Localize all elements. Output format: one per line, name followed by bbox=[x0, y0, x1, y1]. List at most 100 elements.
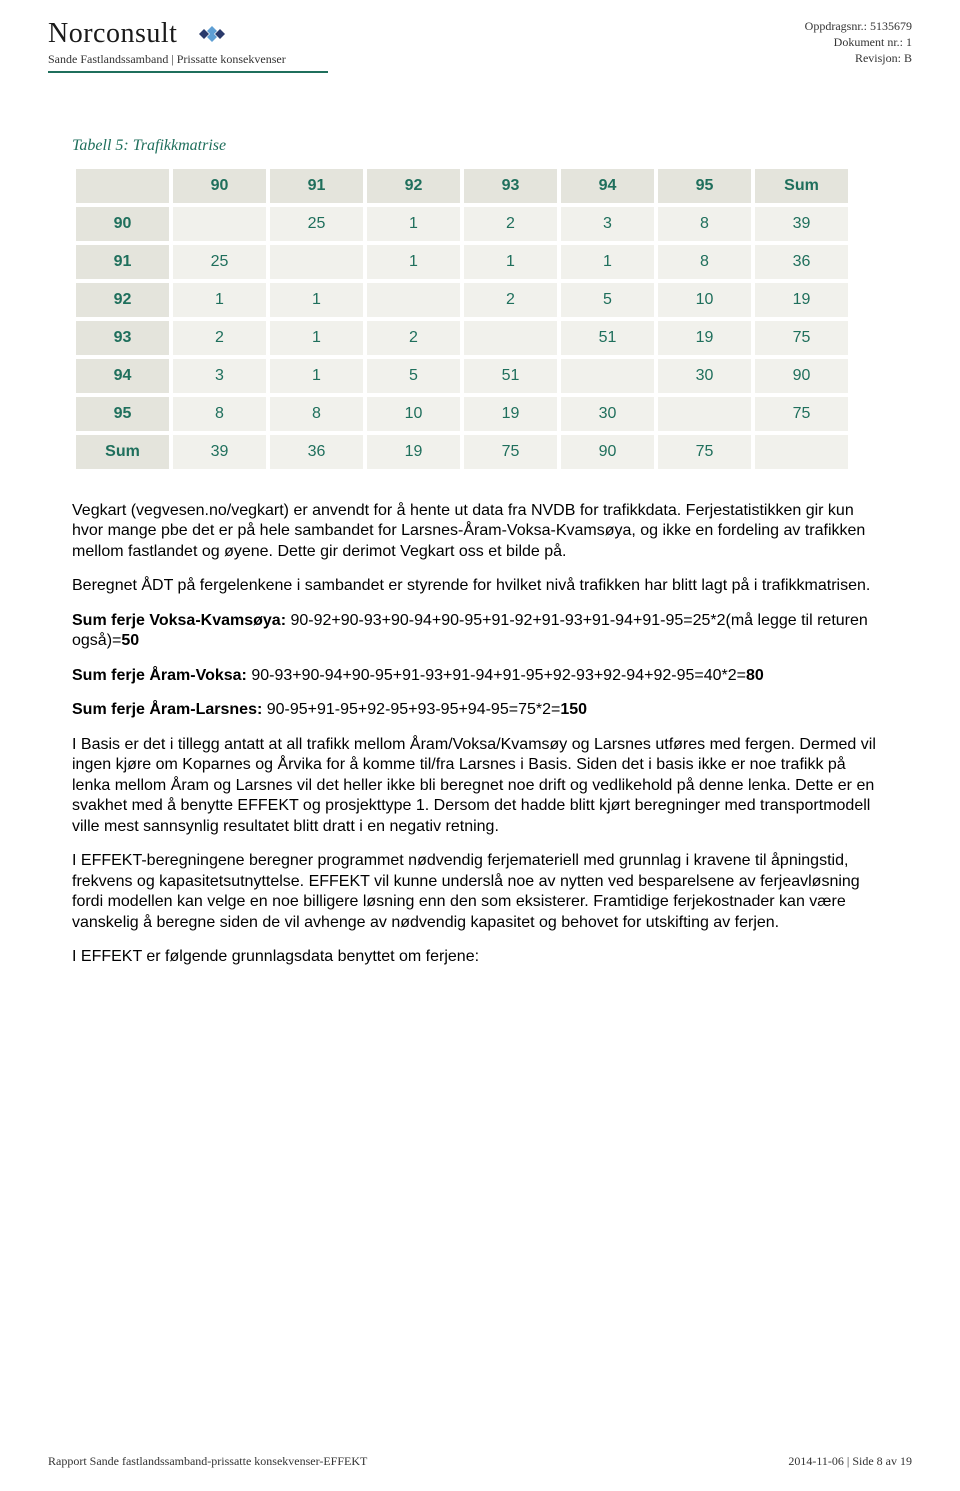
table-cell: 1 bbox=[270, 283, 363, 317]
table-cell: 10 bbox=[367, 397, 460, 431]
table-row-header: 90 bbox=[76, 207, 169, 241]
table-row-header: 92 bbox=[76, 283, 169, 317]
paragraph-8: I EFFEKT er følgende grunnlagsdata benyt… bbox=[72, 947, 888, 967]
footer-left: Rapport Sande fastlandssamband-prissatte… bbox=[48, 1454, 367, 1469]
table-cell: 1 bbox=[561, 245, 654, 279]
table-cell: 1 bbox=[367, 207, 460, 241]
table-cell: 1 bbox=[464, 245, 557, 279]
table-cell: 1 bbox=[270, 359, 363, 393]
table-col-header: 90 bbox=[173, 169, 266, 203]
meta-rev-value: B bbox=[904, 51, 912, 65]
table-corner bbox=[76, 169, 169, 203]
table-cell: 90 bbox=[755, 359, 848, 393]
table-row-header: 91 bbox=[76, 245, 169, 279]
meta-doc: Dokument nr.: 1 bbox=[805, 34, 912, 50]
table-col-header: 92 bbox=[367, 169, 460, 203]
paragraph-5: Sum ferje Åram-Larsnes: 90-95+91-95+92-9… bbox=[72, 700, 888, 720]
table-cell: 2 bbox=[464, 207, 557, 241]
table-row: 9125111836 bbox=[76, 245, 848, 279]
body-text: Vegkart (vegvesen.no/vegkart) er anvendt… bbox=[72, 501, 888, 967]
table-cell: 30 bbox=[561, 397, 654, 431]
table-cell: 39 bbox=[755, 207, 848, 241]
meta-doc-label: Dokument nr.: bbox=[834, 35, 903, 49]
page-footer: Rapport Sande fastlandssamband-prissatte… bbox=[48, 1453, 912, 1469]
table-col-header: 91 bbox=[270, 169, 363, 203]
footer-right: 2014-11-06 | Side 8 av 19 bbox=[788, 1454, 912, 1469]
table-head: 909192939495Sum bbox=[76, 169, 848, 203]
table-cell: 5 bbox=[561, 283, 654, 317]
table-cell: 30 bbox=[658, 359, 751, 393]
table-cell: 8 bbox=[658, 245, 751, 279]
logo-row: Norconsult bbox=[48, 18, 328, 50]
traffic-matrix-table: 909192939495Sum 902512383991251118369211… bbox=[72, 165, 852, 473]
p4-rest: 90-93+90-94+90-95+91-93+91-94+91-95+92-9… bbox=[247, 667, 746, 684]
table-cell: 36 bbox=[755, 245, 848, 279]
table-row: 9025123839 bbox=[76, 207, 848, 241]
table-col-header: 93 bbox=[464, 169, 557, 203]
paragraph-3: Sum ferje Voksa-Kvamsøya: 90-92+90-93+90… bbox=[72, 611, 888, 652]
meta-oppdrag: Oppdragsnr.: 5135679 bbox=[805, 18, 912, 34]
table-cell: 1 bbox=[173, 283, 266, 317]
paragraph-6: I Basis er det i tillegg antatt at all t… bbox=[72, 735, 888, 837]
table-cell: 25 bbox=[270, 207, 363, 241]
table-cell: 75 bbox=[464, 435, 557, 469]
logo-block: Norconsult Sande Fastlandssamband | Pris… bbox=[48, 18, 328, 73]
table-body: 9025123839912511183692112510199321251197… bbox=[76, 207, 848, 469]
table-col-header: 95 bbox=[658, 169, 751, 203]
table-row-header: 94 bbox=[76, 359, 169, 393]
meta-oppdrag-label: Oppdragsnr.: bbox=[805, 19, 867, 33]
table-cell: 3 bbox=[561, 207, 654, 241]
table-cell bbox=[658, 397, 751, 431]
table-cell: 10 bbox=[658, 283, 751, 317]
table-cell: 75 bbox=[658, 435, 751, 469]
table-cell: 2 bbox=[367, 321, 460, 355]
table-cell: 2 bbox=[464, 283, 557, 317]
table-row: 9211251019 bbox=[76, 283, 848, 317]
table-cell: 75 bbox=[755, 321, 848, 355]
table-cell: 39 bbox=[173, 435, 266, 469]
logo-text: Norconsult bbox=[48, 18, 177, 50]
table-header-row: 909192939495Sum bbox=[76, 169, 848, 203]
table-row-header: Sum bbox=[76, 435, 169, 469]
table-row: 93212511975 bbox=[76, 321, 848, 355]
table-cell: 51 bbox=[464, 359, 557, 393]
table-cell: 19 bbox=[755, 283, 848, 317]
table-cell: 5 bbox=[367, 359, 460, 393]
footer-page: Side 8 av 19 bbox=[852, 1454, 912, 1468]
table-cell: 8 bbox=[173, 397, 266, 431]
table-cell: 75 bbox=[755, 397, 848, 431]
table-cell: 19 bbox=[367, 435, 460, 469]
table-row-header: 93 bbox=[76, 321, 169, 355]
footer-date: 2014-11-06 bbox=[788, 1454, 844, 1468]
table-cell: 51 bbox=[561, 321, 654, 355]
meta-rev-label: Revisjon: bbox=[855, 51, 901, 65]
p4-bold: Sum ferje Åram-Voksa: bbox=[72, 667, 247, 684]
p3-bold: Sum ferje Voksa-Kvamsøya: bbox=[72, 612, 286, 629]
table-cell: 1 bbox=[270, 321, 363, 355]
paragraph-4: Sum ferje Åram-Voksa: 90-93+90-94+90-95+… bbox=[72, 666, 888, 686]
table-cell: 3 bbox=[173, 359, 266, 393]
p5-end: 150 bbox=[560, 701, 587, 718]
header-rule bbox=[48, 71, 328, 73]
meta-doc-value: 1 bbox=[906, 35, 912, 49]
table-cell: 36 bbox=[270, 435, 363, 469]
table-cell: 19 bbox=[464, 397, 557, 431]
table-col-header: 94 bbox=[561, 169, 654, 203]
table-cell: 90 bbox=[561, 435, 654, 469]
header-subtitle: Sande Fastlandssamband | Prissatte konse… bbox=[48, 52, 328, 67]
paragraph-7: I EFFEKT-beregningene beregner programme… bbox=[72, 851, 888, 933]
table-row-header: 95 bbox=[76, 397, 169, 431]
table-cell bbox=[173, 207, 266, 241]
header-meta: Oppdragsnr.: 5135679 Dokument nr.: 1 Rev… bbox=[805, 18, 912, 67]
p5-rest: 90-95+91-95+92-95+93-95+94-95=75*2= bbox=[262, 701, 560, 718]
table-cell: 19 bbox=[658, 321, 751, 355]
table-cell: 25 bbox=[173, 245, 266, 279]
meta-oppdrag-value: 5135679 bbox=[870, 19, 912, 33]
p4-end: 80 bbox=[746, 667, 764, 684]
content-area: Tabell 5: Trafikkmatrise 909192939495Sum… bbox=[48, 77, 912, 967]
table-caption: Tabell 5: Trafikkmatrise bbox=[72, 137, 888, 155]
p5-bold: Sum ferje Åram-Larsnes: bbox=[72, 701, 262, 718]
table-cell bbox=[561, 359, 654, 393]
table-row: 958810193075 bbox=[76, 397, 848, 431]
table-cell bbox=[270, 245, 363, 279]
